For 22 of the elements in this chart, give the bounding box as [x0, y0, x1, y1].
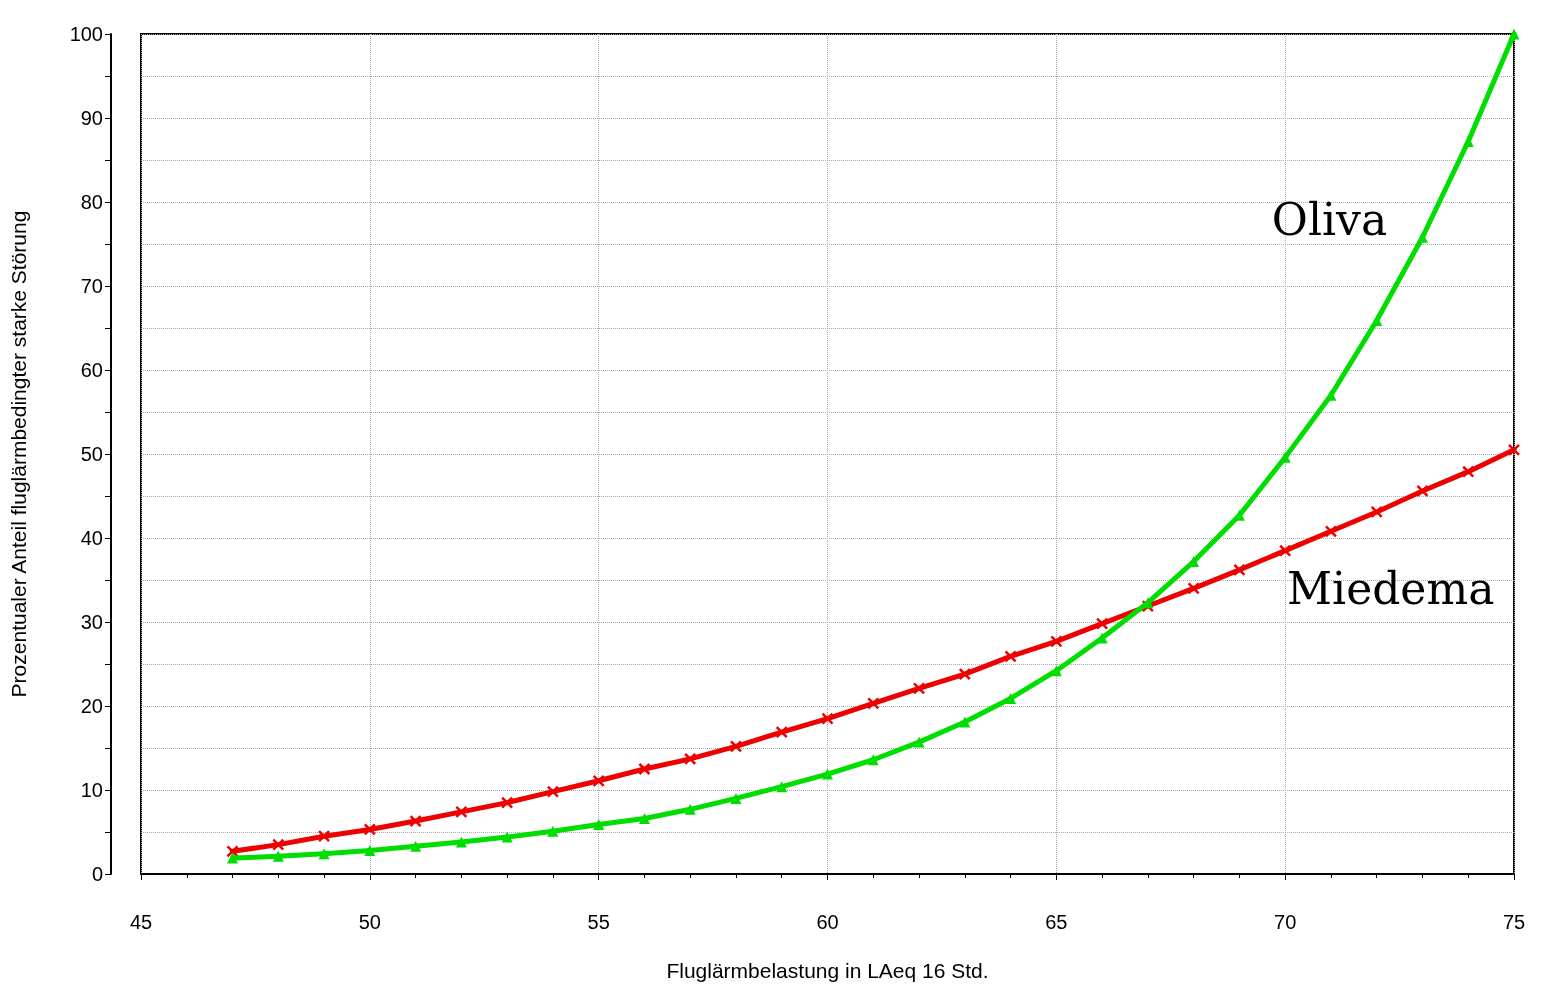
y-tick-label: 40 — [80, 527, 103, 549]
series-label: Miedema — [1287, 563, 1495, 615]
x-tick-label: 55 — [587, 911, 610, 933]
y-tick-label: 0 — [91, 863, 103, 885]
x-axis-title: Fluglärmbelastung in LAeq 16 Std. — [666, 959, 989, 982]
x-tick-label: 45 — [129, 911, 153, 933]
x-tick-label: 75 — [1502, 911, 1526, 933]
y-tick-label: 30 — [80, 611, 103, 633]
y-tick-label: 90 — [80, 107, 103, 129]
y-tick-label: 20 — [80, 695, 103, 717]
y-tick-label: 50 — [80, 443, 103, 465]
x-tick-label: 65 — [1045, 911, 1068, 933]
y-tick-label: 10 — [80, 779, 103, 801]
y-tick-label: 100 — [69, 23, 103, 45]
y-tick-label: 70 — [80, 275, 103, 297]
x-tick-label: 60 — [816, 911, 839, 933]
x-tick-label: 50 — [358, 911, 381, 933]
x-tick-label: 70 — [1274, 911, 1297, 933]
y-axis-title: Prozentualer Anteil fluglärmbedingter starke Störung — [7, 210, 30, 698]
y-tick-label: 60 — [80, 359, 103, 381]
y-tick-label: 80 — [80, 191, 103, 213]
series-label: Oliva — [1271, 193, 1388, 245]
